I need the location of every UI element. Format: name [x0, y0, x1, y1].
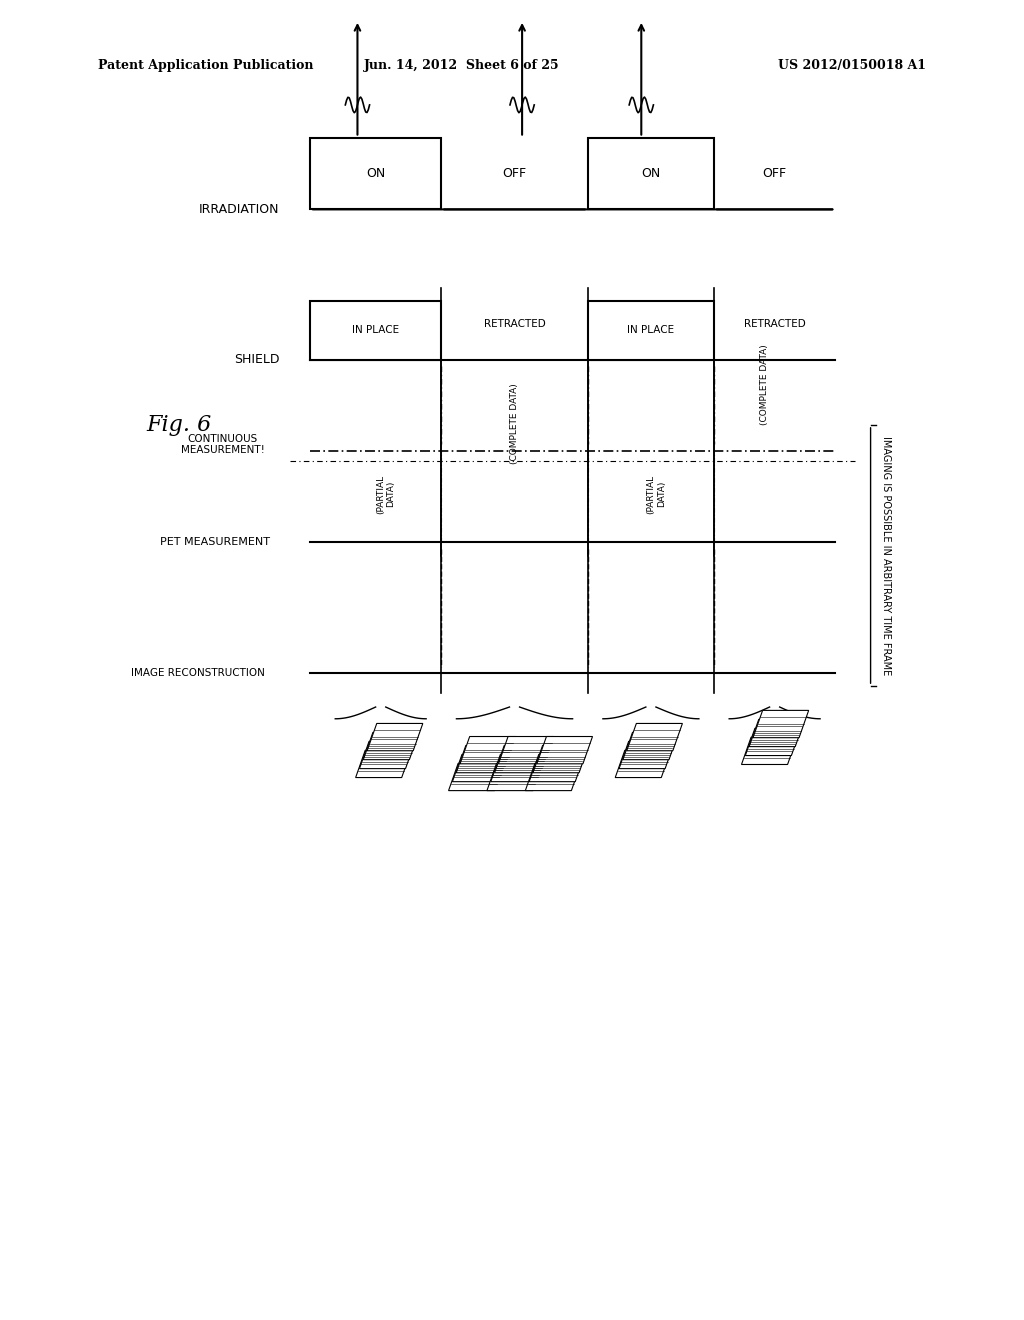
- Text: Jun. 14, 2012  Sheet 6 of 25: Jun. 14, 2012 Sheet 6 of 25: [364, 59, 559, 73]
- Text: OFF: OFF: [763, 166, 786, 180]
- Polygon shape: [359, 742, 415, 768]
- Text: Fig. 6: Fig. 6: [146, 414, 211, 436]
- FancyBboxPatch shape: [588, 137, 714, 210]
- Polygon shape: [364, 733, 419, 760]
- Polygon shape: [368, 723, 423, 751]
- Polygon shape: [449, 763, 504, 791]
- Polygon shape: [460, 737, 516, 764]
- Polygon shape: [615, 750, 671, 777]
- Text: IRRADIATION: IRRADIATION: [200, 203, 280, 216]
- Text: RETRACTED: RETRACTED: [743, 318, 806, 329]
- Polygon shape: [457, 746, 512, 772]
- Text: ON: ON: [366, 166, 385, 180]
- Polygon shape: [741, 737, 797, 764]
- Text: ON: ON: [641, 166, 660, 180]
- Polygon shape: [534, 746, 589, 772]
- Text: Patent Application Publication: Patent Application Publication: [98, 59, 313, 73]
- Text: IMAGE RECONSTRUCTION: IMAGE RECONSTRUCTION: [131, 668, 264, 678]
- Text: CONTINUOUS
MEASUREMENT!: CONTINUOUS MEASUREMENT!: [180, 434, 264, 455]
- FancyBboxPatch shape: [310, 301, 441, 359]
- Text: (PARTIAL
DATA): (PARTIAL DATA): [376, 475, 395, 513]
- Polygon shape: [495, 746, 550, 772]
- FancyBboxPatch shape: [310, 137, 441, 210]
- Polygon shape: [529, 754, 585, 781]
- Text: IN PLACE: IN PLACE: [628, 325, 675, 335]
- Text: RETRACTED: RETRACTED: [483, 318, 546, 329]
- Polygon shape: [499, 737, 554, 764]
- Polygon shape: [490, 754, 547, 781]
- FancyBboxPatch shape: [588, 301, 714, 359]
- Text: (COMPLETE DATA): (COMPLETE DATA): [510, 383, 519, 465]
- Text: PET MEASUREMENT: PET MEASUREMENT: [160, 537, 269, 548]
- Polygon shape: [355, 750, 412, 777]
- Text: (COMPLETE DATA): (COMPLETE DATA): [760, 345, 769, 425]
- Polygon shape: [745, 729, 801, 755]
- Text: SHIELD: SHIELD: [234, 352, 280, 366]
- Polygon shape: [487, 763, 543, 791]
- Polygon shape: [525, 763, 581, 791]
- Polygon shape: [537, 737, 593, 764]
- Polygon shape: [627, 723, 682, 751]
- Polygon shape: [620, 742, 675, 768]
- Polygon shape: [753, 710, 809, 738]
- Polygon shape: [623, 733, 679, 760]
- Text: (PARTIAL
DATA): (PARTIAL DATA): [646, 475, 666, 513]
- Polygon shape: [750, 719, 805, 747]
- Text: OFF: OFF: [503, 166, 526, 180]
- Text: US 2012/0150018 A1: US 2012/0150018 A1: [778, 59, 926, 73]
- Text: IMAGING IS POSSIBLE IN ARBITRARY TIME FRAME: IMAGING IS POSSIBLE IN ARBITRARY TIME FR…: [881, 436, 891, 675]
- Polygon shape: [453, 754, 508, 781]
- Text: IN PLACE: IN PLACE: [352, 325, 399, 335]
